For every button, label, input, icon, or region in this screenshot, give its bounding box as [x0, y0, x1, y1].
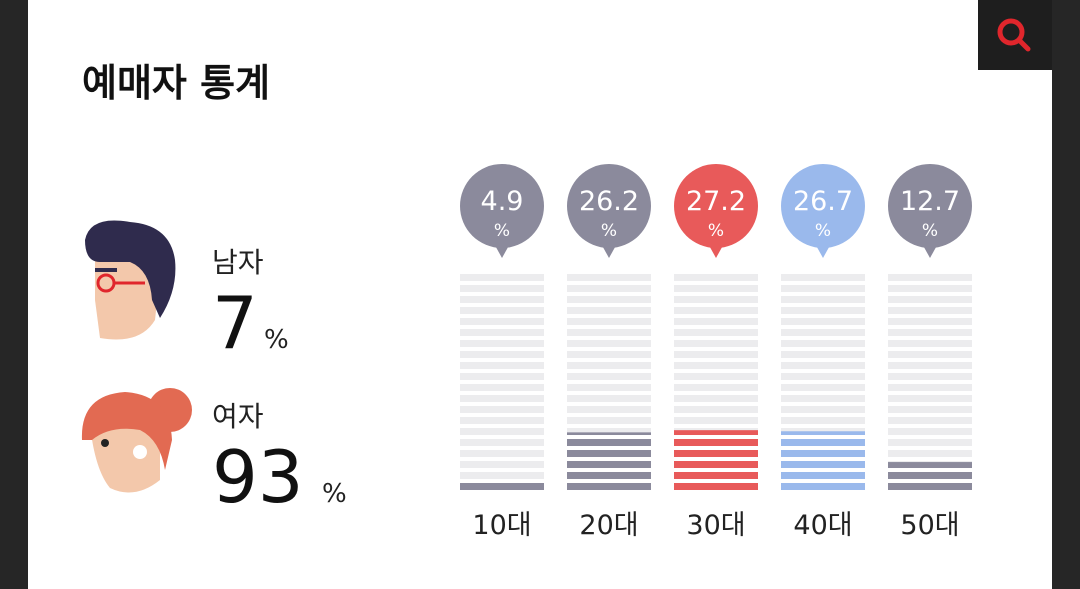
bar	[888, 462, 972, 490]
value-label: 27.2	[686, 186, 746, 217]
bar	[674, 430, 758, 490]
bubble	[567, 164, 651, 248]
bubble	[460, 164, 544, 248]
x-tick-label: 30대	[686, 510, 745, 541]
search-button[interactable]	[978, 0, 1052, 70]
bar-track	[460, 270, 544, 490]
value-unit: %	[815, 221, 831, 241]
value-unit: %	[494, 221, 510, 241]
bar	[460, 479, 544, 490]
x-tick-label: 10대	[472, 510, 531, 541]
gender-unit: %	[322, 479, 347, 509]
value-label: 26.2	[579, 186, 639, 217]
gender-label: 여자	[212, 400, 264, 433]
x-tick-label: 20대	[579, 510, 638, 541]
bubble	[674, 164, 758, 248]
value-unit: %	[922, 221, 938, 241]
value-label: 26.7	[793, 186, 853, 217]
x-tick-label: 50대	[900, 510, 959, 541]
value-label: 4.9	[481, 186, 524, 217]
value-unit: %	[601, 221, 617, 241]
bubble	[781, 164, 865, 248]
value-unit: %	[708, 221, 724, 241]
page-title: 예매자 통계	[82, 61, 270, 105]
gender-value: 93	[212, 435, 304, 519]
age-chart: 4.9% 10대 26.2% 20대 27.2% 30대 26.7% 40대 12.7% 50대	[460, 164, 972, 541]
bar-track	[888, 270, 972, 490]
search-icon	[997, 18, 1031, 52]
bar	[781, 431, 865, 490]
bubble	[888, 164, 972, 248]
value-label: 12.7	[900, 186, 960, 217]
gender-unit: %	[264, 325, 289, 355]
bar	[567, 432, 651, 490]
female-avatar	[81, 388, 192, 493]
gender-value: 7	[212, 281, 258, 365]
x-tick-label: 40대	[793, 510, 852, 541]
gender-label: 남자	[212, 246, 264, 279]
male-avatar	[85, 220, 176, 340]
